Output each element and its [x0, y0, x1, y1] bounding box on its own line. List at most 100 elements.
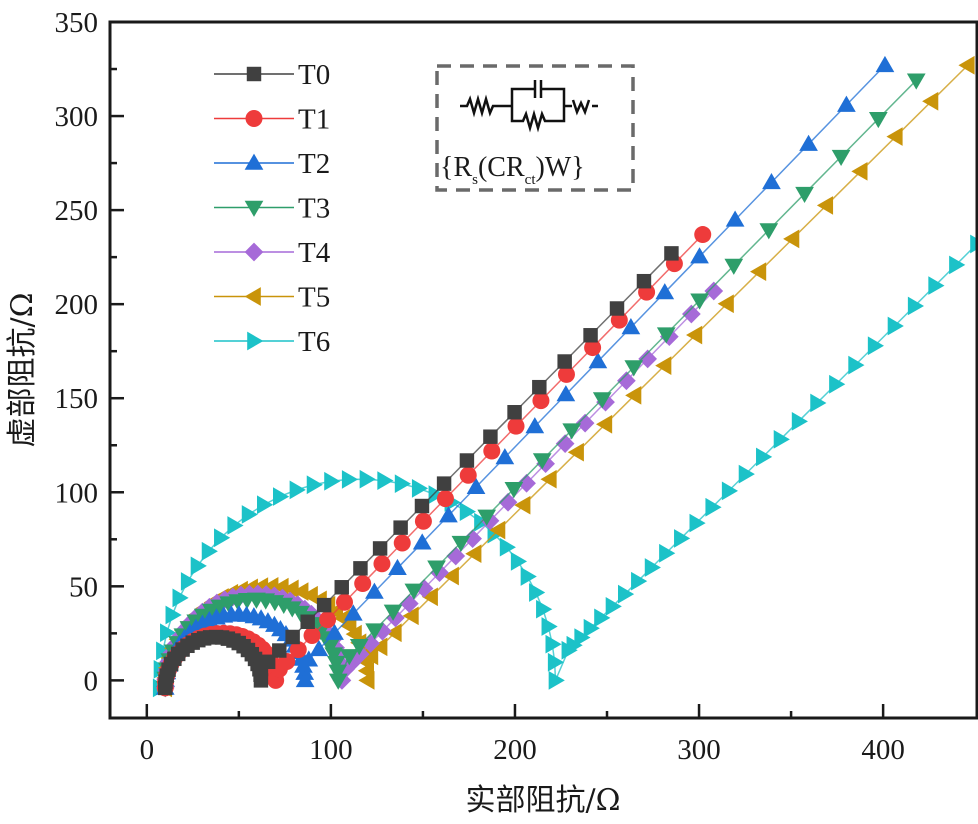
- data-point-t4: [341, 653, 361, 673]
- data-point-t5: [421, 587, 438, 607]
- data-point-t6: [907, 296, 925, 316]
- data-point-t0: [507, 405, 522, 420]
- data-point-t3: [532, 453, 552, 470]
- data-point-t5: [371, 637, 388, 657]
- data-point-t0: [334, 580, 349, 595]
- data-point-t3: [477, 509, 497, 526]
- legend-item-t4: T4: [214, 237, 331, 269]
- legend-marker-t1: [245, 110, 263, 127]
- data-point-t4: [399, 594, 419, 614]
- formula-part-2: (CR: [478, 152, 525, 183]
- data-point-t4: [336, 659, 355, 679]
- data-point-t5: [385, 623, 402, 643]
- data-point-t6: [172, 588, 189, 608]
- formula-sub-ct: ct: [525, 172, 537, 188]
- data-point-t4: [386, 608, 405, 628]
- data-point-t5: [282, 579, 299, 599]
- data-point-t2: [837, 95, 856, 112]
- data-point-t6: [165, 605, 182, 625]
- data-point-t2: [525, 417, 545, 434]
- data-point-t5: [442, 566, 459, 586]
- data-point-t3: [365, 623, 384, 640]
- data-point-t4: [555, 434, 575, 453]
- data-point-t5: [596, 414, 613, 434]
- data-point-t6: [738, 464, 755, 484]
- data-point-t0: [272, 643, 287, 658]
- y-tick-label: 0: [84, 665, 99, 697]
- data-point-t6: [773, 429, 790, 449]
- data-point-t6: [499, 537, 516, 557]
- data-point-t3: [504, 482, 524, 499]
- data-point-t6: [510, 552, 528, 571]
- data-point-t0: [459, 453, 475, 468]
- data-point-t3: [656, 327, 676, 344]
- series-line-t6: [158, 243, 978, 688]
- data-point-t5: [958, 55, 975, 75]
- data-point-t3: [831, 149, 851, 166]
- data-point-t6: [536, 599, 553, 619]
- legend-label: T3: [298, 193, 330, 225]
- data-point-t0: [253, 673, 269, 688]
- data-point-t6: [214, 528, 231, 548]
- data-point-t6: [721, 481, 739, 501]
- data-point-t4: [430, 563, 449, 582]
- legend-marker-t4: [244, 242, 264, 262]
- data-point-t6: [547, 652, 565, 672]
- data-point-t2: [295, 671, 315, 688]
- data-point-t6: [428, 485, 445, 504]
- data-point-t6: [644, 558, 661, 577]
- data-point-t1: [507, 417, 525, 435]
- data-point-t6: [574, 628, 591, 647]
- y-tick-label: 100: [55, 477, 99, 509]
- data-point-t4: [704, 281, 724, 301]
- data-point-t3: [759, 223, 779, 240]
- data-point-t6: [411, 479, 429, 498]
- data-point-t0: [636, 273, 652, 289]
- data-point-t3: [624, 360, 644, 377]
- data-point-t4: [498, 492, 518, 512]
- data-point-t0: [583, 328, 598, 343]
- data-point-t3: [690, 293, 709, 310]
- data-point-t0: [285, 629, 300, 645]
- legend-label: T0: [298, 59, 330, 91]
- data-point-t6: [756, 447, 773, 467]
- data-point-t5: [567, 442, 584, 462]
- data-point-t2: [588, 352, 608, 369]
- data-point-t3: [906, 73, 926, 90]
- y-tick-label: 200: [55, 289, 99, 321]
- data-point-t1: [459, 466, 477, 484]
- data-point-t2: [799, 134, 818, 151]
- plot-area-border: [108, 20, 978, 720]
- data-point-t4: [536, 454, 555, 474]
- data-point-t3: [427, 560, 446, 577]
- data-point-t0: [300, 614, 315, 629]
- data-point-t4: [575, 413, 595, 433]
- data-point-t0: [532, 379, 547, 395]
- data-point-t2: [725, 210, 745, 227]
- data-point-t6: [545, 634, 562, 654]
- data-point-t5: [851, 161, 868, 181]
- data-point-t6: [594, 608, 611, 628]
- data-point-t4: [682, 304, 701, 324]
- data-point-t6: [689, 513, 706, 533]
- data-point-t1: [483, 442, 501, 460]
- data-point-t6: [829, 374, 846, 394]
- data-point-t6: [867, 336, 884, 356]
- data-point-t3: [451, 535, 471, 552]
- data-point-t1: [373, 555, 391, 573]
- data-point-t0: [316, 597, 332, 613]
- data-point-t1: [694, 226, 712, 244]
- legend-item-t6: T6: [214, 326, 330, 358]
- legend-label: T4: [298, 237, 331, 269]
- data-point-t5: [362, 646, 379, 666]
- data-point-t4: [446, 546, 466, 566]
- y-axis-title: 虚部阻抗/Ω: [5, 293, 40, 448]
- data-point-t2: [690, 247, 709, 264]
- legend-label: T2: [298, 148, 330, 180]
- legend-label: T1: [298, 104, 330, 136]
- data-point-t6: [520, 567, 537, 586]
- data-point-t3: [282, 601, 302, 618]
- data-point-t2: [875, 55, 895, 73]
- data-point-t2: [655, 283, 675, 300]
- x-tick-label: 0: [140, 734, 155, 766]
